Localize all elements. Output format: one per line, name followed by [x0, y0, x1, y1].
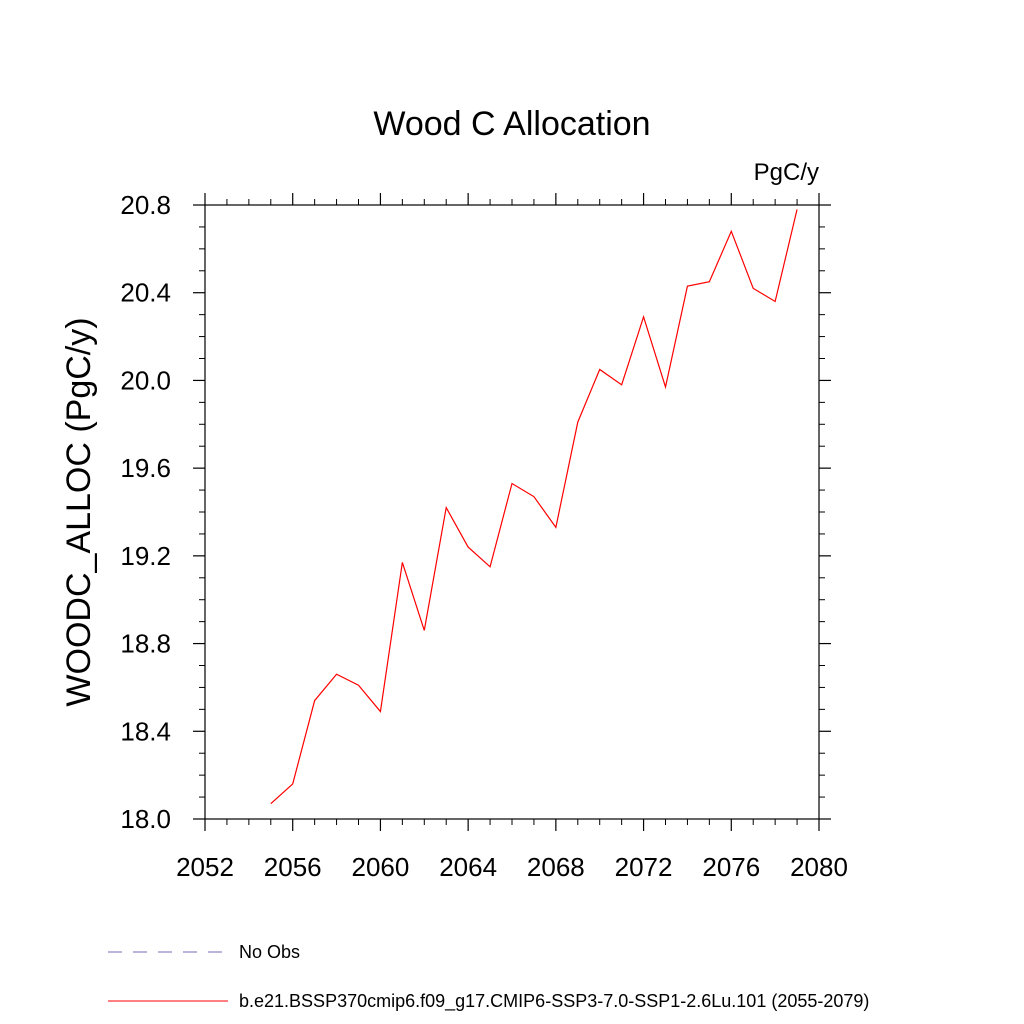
legend-label: b.e21.BSSP370cmip6.f09_g17.CMIP6-SSP3-7.…: [239, 991, 869, 1012]
x-tick-label: 2076: [702, 852, 760, 882]
x-tick-label: 2056: [264, 852, 322, 882]
y-tick-label: 18.8: [120, 629, 171, 659]
y-tick-label: 19.2: [120, 541, 171, 571]
plot-frame: [204, 204, 820, 820]
axis-ticks: 2052 2056 2060 2064 2068 2072 2076 2080 18.0 18.4…: [120, 190, 848, 882]
y-tick-label: 18.4: [120, 716, 171, 746]
x-tick-label: 2072: [615, 852, 673, 882]
units-label: PgC/y: [754, 159, 819, 186]
y-tick-label: 20.4: [120, 278, 171, 308]
y-axis-label: WOODC_ALLOC (PgC/y): [60, 317, 98, 706]
series-layer: [270, 209, 798, 805]
chart-title: Wood C Allocation: [373, 105, 650, 143]
series-line: [270, 209, 798, 805]
y-tick-label: 20.8: [120, 190, 171, 220]
x-tick-label: 2068: [527, 852, 585, 882]
legend-label: No Obs: [239, 942, 300, 962]
x-tick-label: 2064: [439, 852, 497, 882]
x-tick-label: 2052: [176, 852, 234, 882]
y-tick-label: 18.0: [120, 804, 171, 834]
y-tick-label: 20.0: [120, 365, 171, 395]
y-tick-label: 19.6: [120, 453, 171, 483]
x-tick-label: 2080: [790, 852, 848, 882]
legend: No Obs b.e21.BSSP370cmip6.f09_g17.CMIP6-S…: [108, 942, 869, 1012]
x-tick-label: 2060: [352, 852, 410, 882]
